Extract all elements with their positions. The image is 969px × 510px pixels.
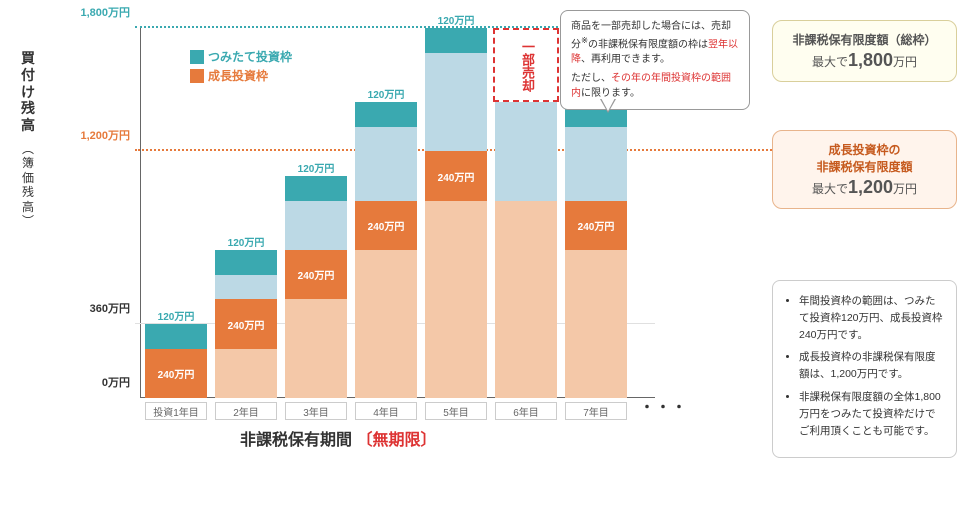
bar-segment xyxy=(425,53,487,152)
bar-segment xyxy=(495,201,557,398)
bar-column: 240万円 120万円 xyxy=(425,28,487,398)
x-axis-label: 4年目 xyxy=(355,402,417,420)
bar-segment xyxy=(425,201,487,398)
info-box-total: 非課税保有限度額（総枠） 最大で1,800万円 xyxy=(772,20,957,82)
bar-segment: 240万円 xyxy=(425,151,487,200)
y-axis-title-sub: ︵ 簿価残高 ︶ xyxy=(18,142,38,228)
bar-segment: 240万円 xyxy=(215,299,277,348)
callout-line1: 商品を一部売却した場合には、売却分※の非課税保有限度額の枠は翌年以降、再利用でき… xyxy=(571,19,739,67)
y-axis-line xyxy=(140,26,141,398)
y-tick-label: 360万円 xyxy=(70,300,130,316)
bar-segment xyxy=(495,102,557,201)
x-axis-label: 6年目 xyxy=(495,402,557,420)
bottom-title: 非課税保有期間 〔無期限〕 xyxy=(240,426,437,450)
bar-segment xyxy=(565,127,627,201)
bar-segment: 240万円 xyxy=(145,349,207,398)
x-axis-dots: ・・・ xyxy=(640,397,688,417)
x-axis-labels: 投資1年目 2年目 3年目 4年目 5年目 6年目 7年目 xyxy=(145,402,627,420)
bar-segment xyxy=(355,250,417,398)
x-axis-label: 2年目 xyxy=(215,402,277,420)
bar-column xyxy=(495,102,557,398)
bar-segment: 240万円 xyxy=(565,201,627,250)
bar-segment xyxy=(215,275,277,300)
bar-column: 240万円 120万円 xyxy=(215,250,277,398)
info-box-growth: 成長投資枠の 非課税保有限度額 最大で1,200万円 xyxy=(772,130,957,209)
y-axis-title-main: 買付け残高 xyxy=(18,50,38,134)
bar-segment xyxy=(215,349,277,398)
bar-segment-label: 120万円 xyxy=(215,234,277,249)
partial-sale-label: 一部売却 xyxy=(518,40,537,92)
callout-line2: ただし、その年の年間投資枠の範囲内に限ります。 xyxy=(571,71,739,101)
note-item: 年間投資枠の範囲は、つみたて投資枠120万円、成長投資枠240万円です。 xyxy=(799,293,944,343)
bar-segment: 120万円 xyxy=(285,176,347,201)
bar-segment-label: 120万円 xyxy=(145,308,207,323)
x-axis-label: 3年目 xyxy=(285,402,347,420)
x-axis-label: 投資1年目 xyxy=(145,402,207,420)
y-axis-title: 買付け残高 ︵ 簿価残高 ︶ xyxy=(18,50,38,228)
bar-segment xyxy=(565,250,627,398)
info-box-growth-title2: 非課税保有限度額 xyxy=(785,158,944,175)
bar-segment-label: 120万円 xyxy=(285,160,347,175)
info-box-total-title: 非課税保有限度額（総枠） xyxy=(785,31,944,48)
info-box-growth-title1: 成長投資枠の xyxy=(785,141,944,158)
note-item: 成長投資枠の非課税保有限度額は、1,200万円です。 xyxy=(799,349,944,383)
bar-column: 240万円120万円 xyxy=(145,324,207,398)
callout-box: 商品を一部売却した場合には、売却分※の非課税保有限度額の枠は翌年以降、再利用でき… xyxy=(560,10,750,110)
notes-box: 年間投資枠の範囲は、つみたて投資枠120万円、成長投資枠240万円です。成長投資… xyxy=(772,280,957,458)
bar-segment: 120万円 xyxy=(145,324,207,349)
bar-segment-label: 120万円 xyxy=(425,12,487,27)
y-tick-label: 0万円 xyxy=(70,374,130,390)
x-axis-label: 5年目 xyxy=(425,402,487,420)
bar-column: 240万円 120万円 xyxy=(285,176,347,398)
bar-segment xyxy=(285,299,347,398)
bar-segment: 120万円 xyxy=(425,28,487,53)
info-box-total-amount: 最大で1,800万円 xyxy=(785,50,944,71)
bar-segment xyxy=(355,127,417,201)
bar-column: 240万円120万円 xyxy=(565,102,627,398)
y-tick-label: 1,800万円 xyxy=(70,4,130,20)
bar-segment: 240万円 xyxy=(285,250,347,299)
bar-column: 240万円 120万円 xyxy=(355,102,417,398)
bar-segment: 120万円 xyxy=(355,102,417,127)
bar-segment: 240万円 xyxy=(355,201,417,250)
bar-segment xyxy=(285,201,347,250)
bar-segment: 120万円 xyxy=(215,250,277,275)
x-axis-label: 7年目 xyxy=(565,402,627,420)
callout-tail xyxy=(600,99,616,113)
info-box-growth-amount: 最大で1,200万円 xyxy=(785,177,944,198)
y-tick-label: 1,200万円 xyxy=(70,127,130,143)
notes-list: 年間投資枠の範囲は、つみたて投資枠120万円、成長投資枠240万円です。成長投資… xyxy=(785,293,944,439)
note-item: 非課税保有限度額の全体1,800万円をつみたて投資枠だけでご利用頂くことも可能で… xyxy=(799,389,944,439)
bar-segment-label: 120万円 xyxy=(355,86,417,101)
